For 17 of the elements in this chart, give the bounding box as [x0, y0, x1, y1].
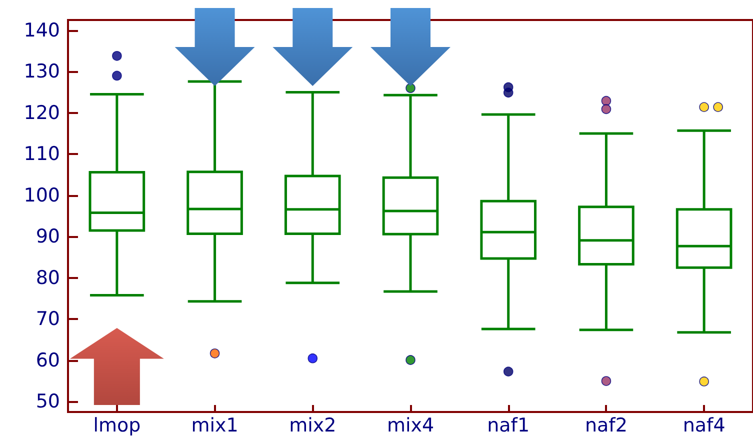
x-tick-label: naf1: [487, 414, 530, 436]
y-tick-label: 130: [24, 60, 60, 83]
x-tick-label: mix2: [289, 414, 336, 436]
y-tick-label: 50: [36, 390, 60, 413]
y-tick-label: 100: [24, 184, 60, 206]
x-tick-label: mix4: [386, 414, 434, 436]
y-tick-label: 70: [36, 308, 60, 330]
y-tick-label: 90: [36, 226, 60, 248]
y-tick-label: 110: [24, 143, 60, 166]
x-tick-label: naf2: [584, 414, 628, 436]
y-tick-label: 80: [36, 266, 60, 289]
x-tick-label: lmop: [93, 414, 141, 436]
x-tick-label: naf4: [682, 414, 726, 436]
y-tick-label: 140: [24, 19, 60, 42]
y-tick-label: 120: [24, 102, 60, 124]
x-tick-label: mix1: [191, 414, 238, 436]
y-tick-label: 60: [36, 349, 60, 372]
